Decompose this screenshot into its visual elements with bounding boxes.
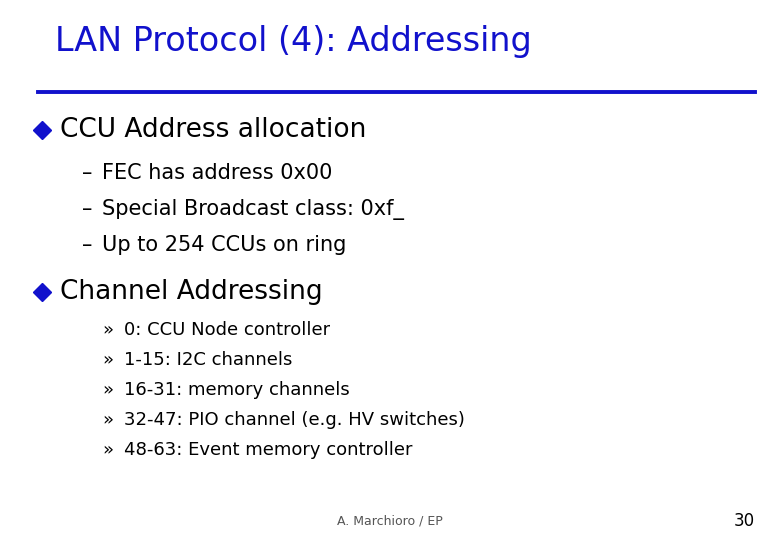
Text: –: – [82,235,92,255]
Text: CCU Address allocation: CCU Address allocation [60,117,367,143]
Text: 48-63: Event memory controller: 48-63: Event memory controller [124,441,413,459]
Text: »: » [102,441,113,459]
Text: »: » [102,381,113,399]
Text: Channel Addressing: Channel Addressing [60,279,323,305]
Text: 32-47: PIO channel (e.g. HV switches): 32-47: PIO channel (e.g. HV switches) [124,411,465,429]
Text: Up to 254 CCUs on ring: Up to 254 CCUs on ring [102,235,346,255]
Text: FEC has address 0x00: FEC has address 0x00 [102,163,332,183]
Text: Special Broadcast class: 0xf_: Special Broadcast class: 0xf_ [102,199,404,219]
Text: »: » [102,321,113,339]
Text: LAN Protocol (4): Addressing: LAN Protocol (4): Addressing [55,25,532,58]
Text: –: – [82,163,92,183]
Text: –: – [82,199,92,219]
Text: 16-31: memory channels: 16-31: memory channels [124,381,349,399]
Text: 1-15: I2C channels: 1-15: I2C channels [124,351,292,369]
Text: 0: CCU Node controller: 0: CCU Node controller [124,321,330,339]
Text: A. Marchioro / EP: A. Marchioro / EP [337,515,443,528]
Text: 30: 30 [734,512,755,530]
Text: »: » [102,351,113,369]
Text: »: » [102,411,113,429]
